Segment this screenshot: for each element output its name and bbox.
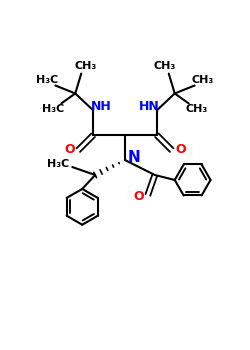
Text: CH₃: CH₃ <box>186 104 208 114</box>
Text: H₃C: H₃C <box>42 104 64 114</box>
Text: CH₃: CH₃ <box>192 75 214 85</box>
Text: NH: NH <box>91 100 112 113</box>
Text: H₃C: H₃C <box>36 75 59 85</box>
Text: CH₃: CH₃ <box>74 61 96 71</box>
Text: O: O <box>134 190 144 203</box>
Text: O: O <box>64 143 74 156</box>
Text: O: O <box>176 143 186 156</box>
Text: CH₃: CH₃ <box>154 61 176 71</box>
Text: HN: HN <box>138 100 159 113</box>
Text: N: N <box>128 149 140 164</box>
Text: H₃C: H₃C <box>47 159 70 169</box>
